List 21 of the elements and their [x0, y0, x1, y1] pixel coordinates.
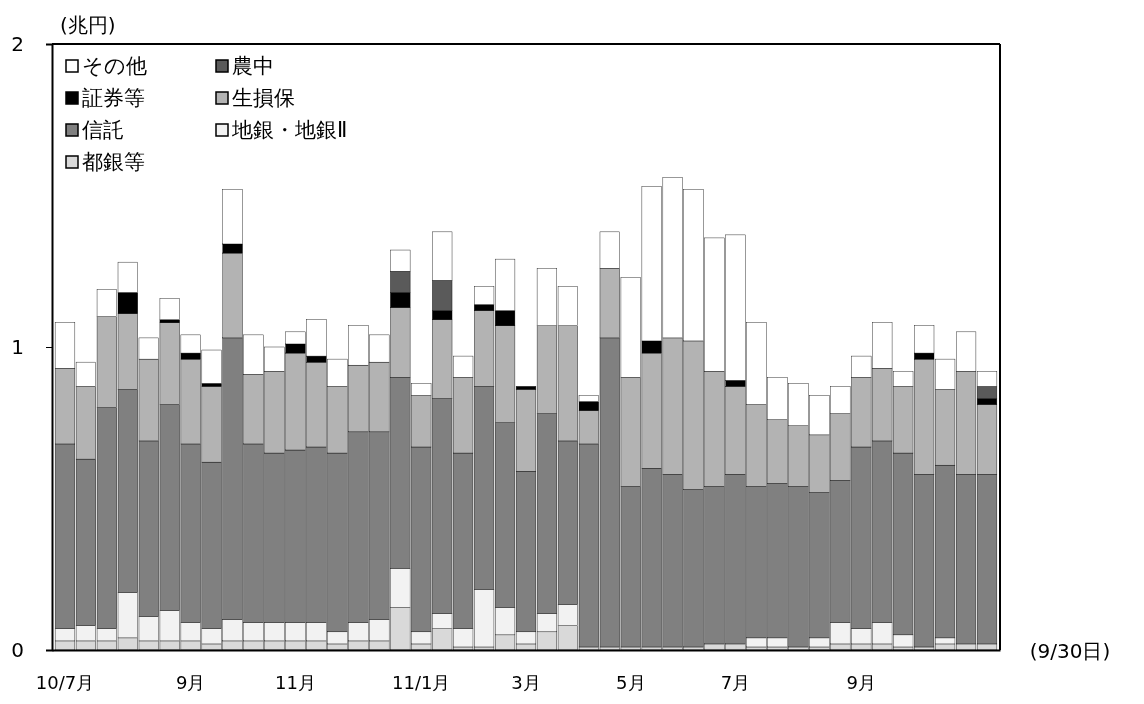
x-tick-label: 5月 [616, 671, 646, 693]
y-tick-label: 0 [11, 637, 24, 662]
legend-label: 農中 [232, 54, 274, 78]
legend-label: 地銀・地銀Ⅱ [231, 118, 348, 142]
text: (9/30日) [1029, 639, 1111, 663]
legend-label: 証券等 [82, 86, 145, 110]
x-tick-label: 10/7月 [35, 671, 95, 693]
y-axis-title: (兆円) [60, 13, 116, 37]
y-tick-label: 1 [11, 334, 24, 359]
bar [159, 298, 180, 320]
legend-label: その他 [82, 54, 147, 78]
x-tick-label: 3月 [511, 671, 541, 693]
x-tick-label: 9月 [175, 671, 206, 693]
x-tick-label: 11月 [275, 671, 316, 693]
x-tick-label: 9月 [846, 671, 877, 693]
legend-label: 生損保 [232, 86, 295, 110]
legend-label: 信託 [82, 118, 124, 142]
x-tick-label: 7月 [720, 671, 751, 693]
y-tick-label: 2 [11, 31, 24, 56]
legend-label: 都銀等 [82, 150, 145, 174]
x-tick-label: 11/1月 [392, 671, 451, 693]
